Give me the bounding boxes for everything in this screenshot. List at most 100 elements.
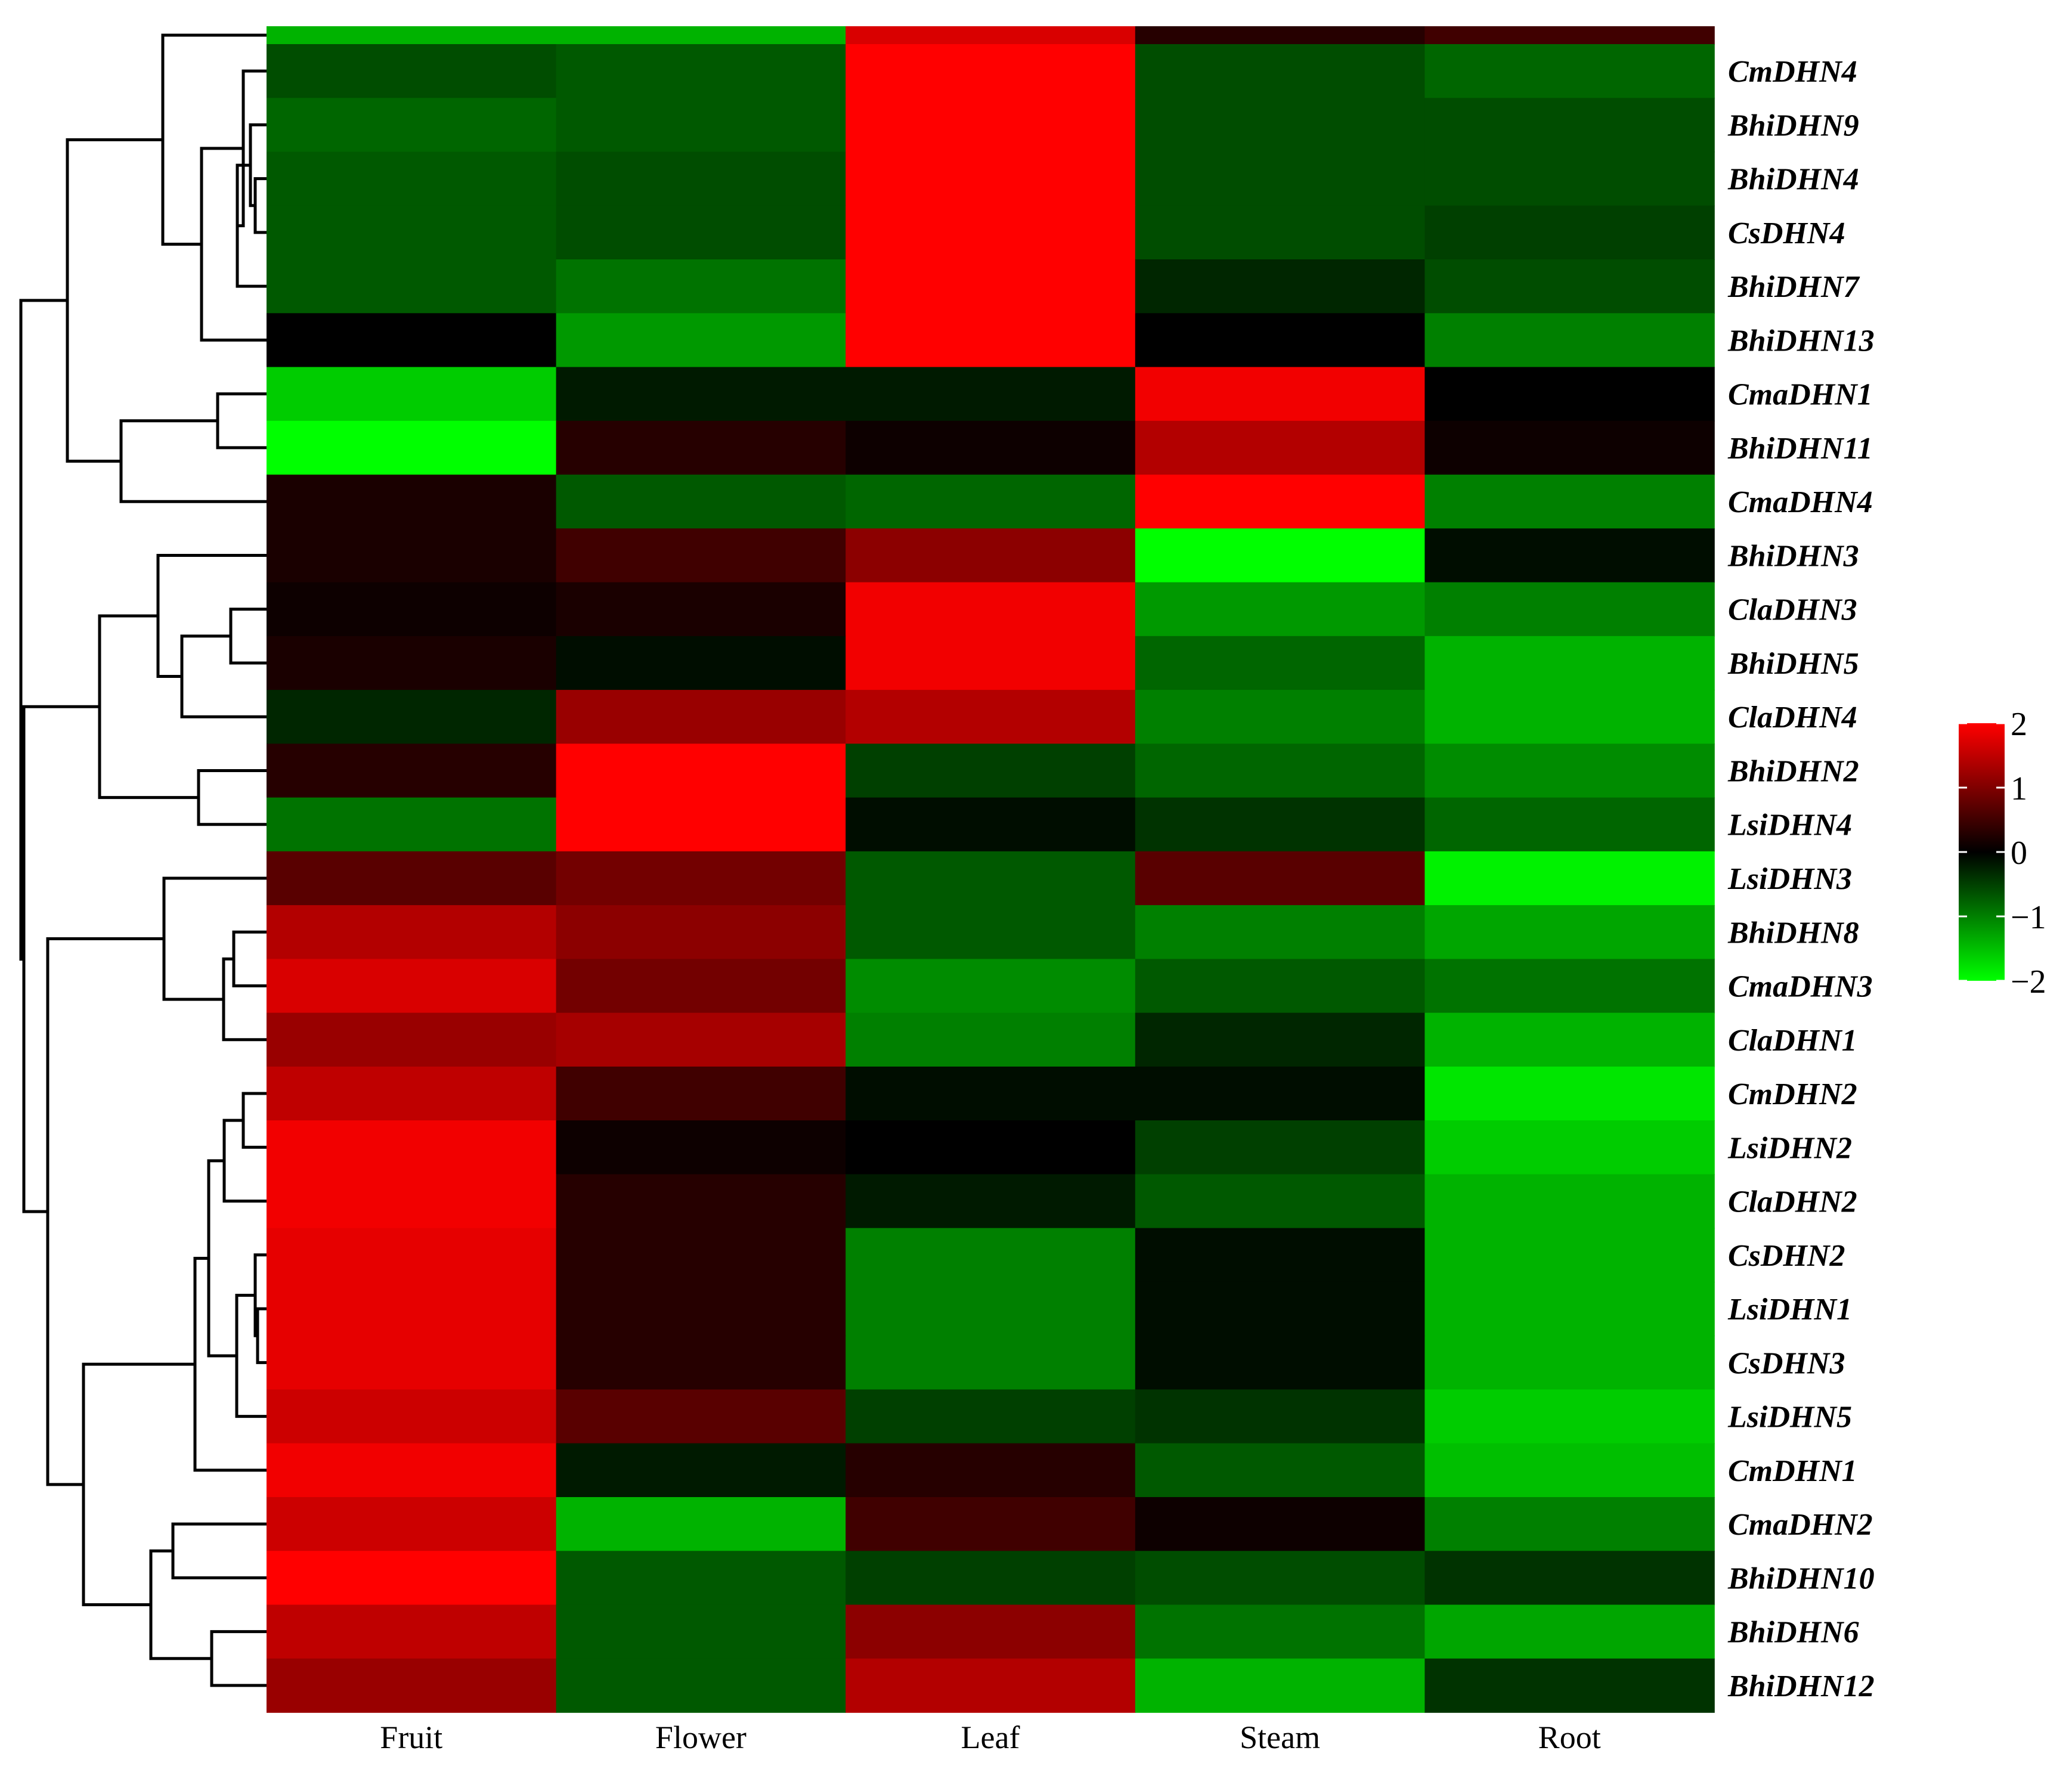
heatmap-cell — [845, 313, 1136, 368]
heatmap-cell — [1135, 1604, 1426, 1659]
heatmap-cell — [845, 1012, 1136, 1067]
heatmap-cell — [267, 205, 557, 260]
heatmap-cell — [267, 1389, 557, 1444]
column-label: Fruit — [380, 1719, 442, 1755]
row-labels: CmDHN4 BhiDHN9 BhiDHN4 CsDHN4 BhiDHN7 BhiDHN1… — [1727, 55, 1875, 1703]
heatmap-cell — [267, 26, 557, 45]
heatmap-cell — [845, 690, 1136, 745]
heatmap-cell — [556, 1012, 846, 1067]
heatmap-cell — [556, 1551, 846, 1606]
heatmap-cell — [556, 743, 846, 798]
heatmap-cell — [556, 44, 846, 99]
heatmap-cell — [556, 420, 846, 475]
heatmap-cell — [845, 959, 1136, 1014]
heatmap-cell — [267, 1497, 557, 1552]
heatmap-cell — [1135, 1174, 1426, 1229]
heatmap-cell — [1135, 636, 1426, 690]
heatmap-cell — [1135, 1443, 1426, 1498]
heatmap-cell — [556, 1389, 846, 1444]
row-label: BhiDHN7 — [1727, 270, 1860, 304]
heatmap-cell — [1424, 26, 1715, 45]
heatmap-cell — [267, 1012, 557, 1067]
heatmap-cell — [845, 636, 1136, 690]
row-label: BhiDHN9 — [1727, 109, 1859, 142]
heatmap-cell — [1135, 1012, 1426, 1067]
heatmap-cell — [1135, 420, 1426, 475]
heatmap-cell — [556, 528, 846, 583]
heatmap-cell — [845, 44, 1136, 99]
heatmap-cell — [1135, 1228, 1426, 1282]
heatmap-cell — [267, 690, 557, 745]
heatmap-cell — [1424, 313, 1715, 368]
row-label: BhiDHN11 — [1727, 432, 1873, 466]
heatmap-cell — [1424, 475, 1715, 529]
heatmap-cell — [1424, 582, 1715, 637]
row-label: CmaDHN4 — [1728, 485, 1873, 519]
legend-tick-label: 2 — [2011, 706, 2027, 743]
heatmap-cell — [845, 205, 1136, 260]
legend-tick-label: −2 — [2011, 963, 2046, 1000]
row-label: LsiDHN5 — [1727, 1401, 1852, 1435]
heatmap-cell — [556, 98, 846, 153]
heatmap-cell — [1424, 259, 1715, 314]
heatmap-cell — [267, 1174, 557, 1229]
column-label: Leaf — [961, 1719, 1020, 1755]
heatmap-cell — [1135, 743, 1426, 798]
heatmap-cell — [1135, 690, 1426, 745]
row-dendrogram — [19, 33, 267, 1687]
row-label: CmDHN2 — [1728, 1077, 1857, 1111]
heatmap-cell — [1424, 1281, 1715, 1336]
heatmap-cell — [1424, 1443, 1715, 1498]
heatmap-cell — [267, 959, 557, 1014]
heatmap-cell — [1424, 205, 1715, 260]
column-label: Root — [1538, 1719, 1601, 1755]
row-label: CsDHN4 — [1728, 216, 1845, 250]
heatmap-cell — [267, 151, 557, 206]
heatmap-cell — [1424, 1228, 1715, 1282]
row-label: BhiDHN3 — [1727, 540, 1859, 574]
heatmap-cell — [1424, 1336, 1715, 1390]
heatmap-cell — [267, 797, 557, 852]
heatmap-cell — [1135, 44, 1426, 99]
heatmap-cell — [556, 797, 846, 852]
heatmap-cell — [556, 1443, 846, 1498]
heatmap-cell — [845, 905, 1136, 960]
heatmap-cell — [1424, 905, 1715, 960]
row-label: BhiDHN6 — [1727, 1616, 1859, 1650]
heatmap-cell — [845, 26, 1136, 45]
heatmap-cell — [1424, 528, 1715, 583]
heatmap-cell — [556, 1658, 846, 1713]
row-label: LsiDHN4 — [1727, 808, 1852, 842]
heatmap-cell — [556, 475, 846, 529]
row-label: BhiDHN4 — [1727, 163, 1859, 197]
heatmap-cell — [556, 1604, 846, 1659]
heatmap-cell — [1135, 98, 1426, 153]
heatmap-cell — [1424, 797, 1715, 852]
heatmap-cell — [1424, 367, 1715, 422]
heatmap-cell — [267, 98, 557, 153]
heatmap-cells — [267, 26, 1715, 1713]
heatmap-cell — [267, 1443, 557, 1498]
heatmap-cell — [1135, 1497, 1426, 1552]
heatmap-cell — [1424, 151, 1715, 206]
heatmap-cell — [1424, 1497, 1715, 1552]
column-label: Flower — [655, 1719, 747, 1755]
row-label: LsiDHN1 — [1727, 1293, 1852, 1327]
heatmap-cell — [845, 98, 1136, 153]
row-label: ClaDHN1 — [1728, 1024, 1857, 1058]
heatmap-cell — [267, 1336, 557, 1390]
heatmap-cell — [1135, 582, 1426, 637]
heatmap-cell — [845, 367, 1136, 422]
heatmap-cell — [267, 1604, 557, 1659]
heatmap-cell — [1424, 1604, 1715, 1659]
heatmap-cell — [1424, 851, 1715, 906]
heatmap-cell — [1424, 1551, 1715, 1606]
heatmap-cell — [556, 636, 846, 690]
heatmap-cell — [1135, 1281, 1426, 1336]
heatmap-cell — [845, 1443, 1136, 1498]
heatmap-cell — [556, 1497, 846, 1552]
heatmap-cell — [845, 582, 1136, 637]
column-labels: Fruit Flower Leaf Steam Root — [380, 1719, 1600, 1755]
heatmap-cell — [845, 1281, 1136, 1336]
